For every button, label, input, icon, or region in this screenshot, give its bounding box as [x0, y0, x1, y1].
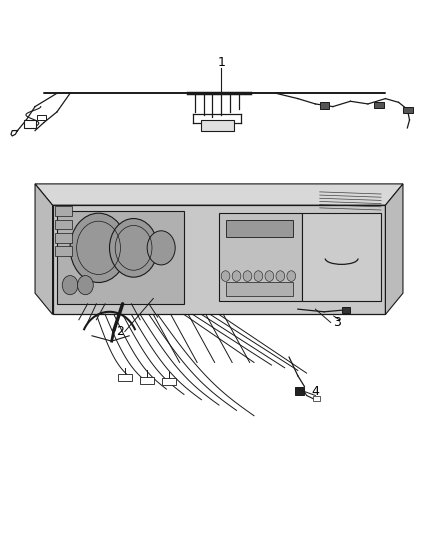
Bar [302, 213, 381, 301]
Bar [162, 378, 176, 385]
Circle shape [62, 276, 78, 295]
Bar [24, 120, 36, 128]
Circle shape [70, 213, 127, 282]
Bar [37, 115, 46, 120]
Bar [219, 213, 302, 301]
Circle shape [265, 271, 274, 281]
Circle shape [221, 271, 230, 281]
Circle shape [147, 231, 175, 265]
Bar [226, 220, 293, 237]
Bar [226, 282, 293, 296]
Bar [55, 246, 72, 256]
Bar [313, 396, 320, 401]
Bar [403, 107, 413, 113]
Bar [55, 220, 72, 229]
Polygon shape [35, 184, 53, 314]
Circle shape [78, 276, 93, 295]
Circle shape [254, 271, 263, 281]
Text: 1: 1 [217, 56, 225, 69]
Bar [374, 102, 384, 108]
Circle shape [110, 219, 158, 277]
Bar [55, 233, 72, 243]
Bar [55, 206, 72, 216]
Text: 3: 3 [333, 316, 341, 329]
Text: 4: 4 [311, 385, 319, 398]
Polygon shape [385, 184, 403, 314]
Bar [118, 374, 132, 381]
Bar [342, 307, 350, 313]
Circle shape [276, 271, 285, 281]
Circle shape [232, 271, 241, 281]
Bar [140, 377, 154, 384]
Polygon shape [57, 211, 184, 304]
Polygon shape [53, 205, 385, 314]
Circle shape [243, 271, 252, 281]
Circle shape [287, 271, 296, 281]
Bar [295, 387, 304, 395]
Bar [201, 120, 234, 131]
Polygon shape [35, 184, 403, 205]
Text: 2: 2 [117, 325, 124, 338]
Bar [320, 102, 329, 109]
